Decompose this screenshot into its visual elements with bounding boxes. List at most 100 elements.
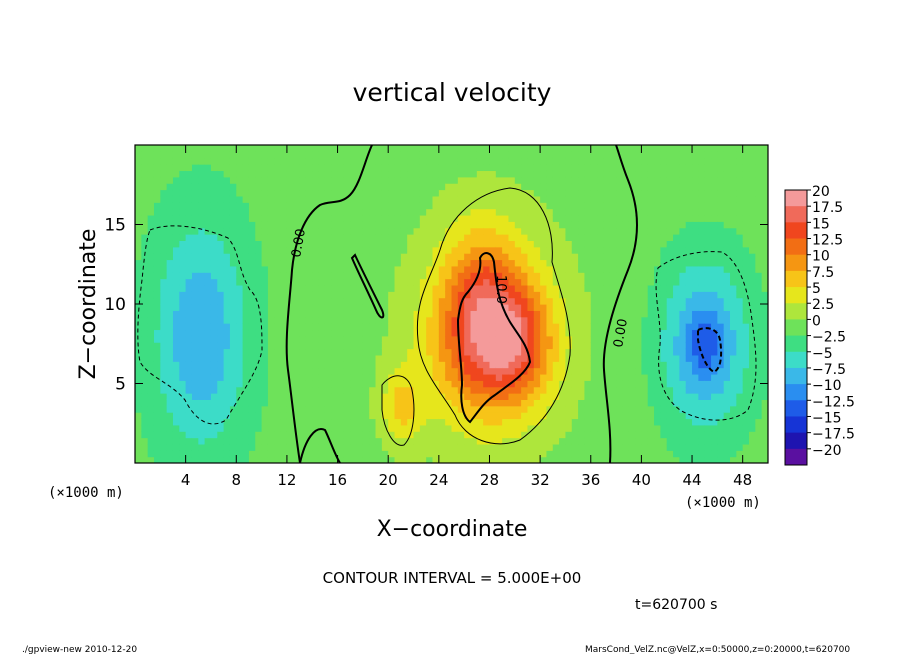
heatmap-cell [559, 431, 567, 439]
heatmap-cell [394, 431, 402, 439]
heatmap-cell [470, 208, 478, 216]
heatmap-cell [755, 348, 763, 356]
heatmap-cell [628, 259, 636, 267]
heatmap-cell [730, 437, 737, 445]
heatmap-cell [166, 214, 174, 222]
heatmap-cell [407, 176, 415, 184]
heatmap-cell [166, 456, 174, 463]
heatmap-cell [628, 234, 636, 241]
heatmap-cell [280, 316, 288, 324]
heatmap-cell [407, 405, 415, 413]
heatmap-cell [464, 157, 472, 165]
heatmap-cell [635, 164, 642, 172]
heatmap-cell [755, 176, 763, 184]
heatmap-cell [717, 234, 725, 241]
heatmap-cell [717, 297, 725, 305]
heatmap-cell [223, 335, 231, 343]
heatmap-cell [502, 157, 510, 165]
heatmap-cell [179, 240, 187, 248]
heatmap-cell [223, 170, 231, 178]
heatmap-cell [261, 202, 269, 210]
heatmap-cell [578, 227, 586, 235]
heatmap-cell [293, 176, 301, 184]
heatmap-cell [559, 208, 567, 216]
heatmap-cell [400, 367, 408, 375]
heatmap-cell [502, 164, 510, 172]
heatmap-cell [261, 234, 269, 241]
heatmap-cell [628, 221, 636, 229]
heatmap-cell [533, 354, 541, 362]
heatmap-cell [540, 214, 548, 222]
heatmap-cell [419, 202, 427, 210]
heatmap-cell [394, 208, 402, 216]
heatmap-cell [153, 291, 161, 299]
heatmap-cell [172, 380, 180, 388]
heatmap-cell [533, 443, 541, 451]
heatmap-cell [476, 380, 484, 388]
heatmap-cell [305, 272, 313, 280]
heatmap-cell [749, 437, 756, 445]
heatmap-cell [274, 278, 282, 286]
heatmap-cell [622, 151, 630, 159]
heatmap-cell [571, 342, 579, 350]
heatmap-cell [135, 246, 142, 254]
heatmap-cell [210, 164, 218, 172]
heatmap-cell [267, 214, 275, 222]
heatmap-cell [552, 240, 560, 248]
heatmap-cell [597, 354, 605, 362]
heatmap-cell [590, 335, 598, 343]
heatmap-cell [204, 380, 212, 388]
heatmap-cell [565, 399, 573, 407]
heatmap-cell [736, 405, 744, 413]
heatmap-cell [204, 176, 212, 184]
heatmap-cell [495, 208, 503, 216]
heatmap-cell [141, 278, 149, 286]
heatmap-cell [419, 157, 427, 165]
heatmap-cell [356, 157, 364, 165]
heatmap-cell [210, 412, 218, 420]
heatmap-cell [495, 278, 503, 286]
heatmap-cell [229, 412, 237, 420]
heatmap-cell [476, 348, 484, 356]
heatmap-cell [400, 342, 408, 350]
heatmap-cell [628, 176, 636, 184]
heatmap-cell [508, 412, 516, 420]
heatmap-cell [318, 145, 326, 152]
heatmap-cell [413, 195, 421, 203]
heatmap-cell [261, 164, 269, 172]
heatmap-cell [185, 310, 193, 318]
heatmap-cell [666, 170, 674, 178]
heatmap-cell [204, 195, 212, 203]
heatmap-cell [394, 265, 402, 273]
heatmap-cell [394, 329, 402, 337]
heatmap-cell [495, 443, 503, 451]
heatmap-cell [540, 335, 548, 343]
heatmap-cell [533, 297, 541, 305]
heatmap-cell [508, 189, 516, 197]
heatmap-cell [381, 221, 389, 229]
heatmap-cell [723, 214, 731, 222]
heatmap-cell [343, 431, 351, 439]
heatmap-cell [356, 278, 364, 286]
heatmap-cell [742, 431, 750, 439]
heatmap-cell [381, 183, 389, 191]
heatmap-cell [261, 297, 269, 305]
heatmap-cell [242, 157, 250, 165]
heatmap-cell [210, 234, 218, 241]
heatmap-cell [400, 189, 408, 197]
heatmap-cell [641, 234, 649, 241]
heatmap-cell [293, 195, 301, 203]
heatmap-cell [451, 361, 459, 369]
heatmap-cell [565, 386, 573, 394]
heatmap-cell [603, 304, 611, 311]
heatmap-cell [755, 431, 763, 439]
heatmap-cell [407, 393, 415, 400]
heatmap-cell [324, 253, 332, 261]
heatmap-cell [495, 253, 503, 261]
heatmap-cell [198, 348, 206, 356]
heatmap-cell [527, 367, 535, 375]
heatmap-cell [236, 170, 244, 178]
heatmap-cell [141, 393, 149, 400]
heatmap-cell [597, 386, 605, 394]
heatmap-cell [685, 367, 693, 375]
